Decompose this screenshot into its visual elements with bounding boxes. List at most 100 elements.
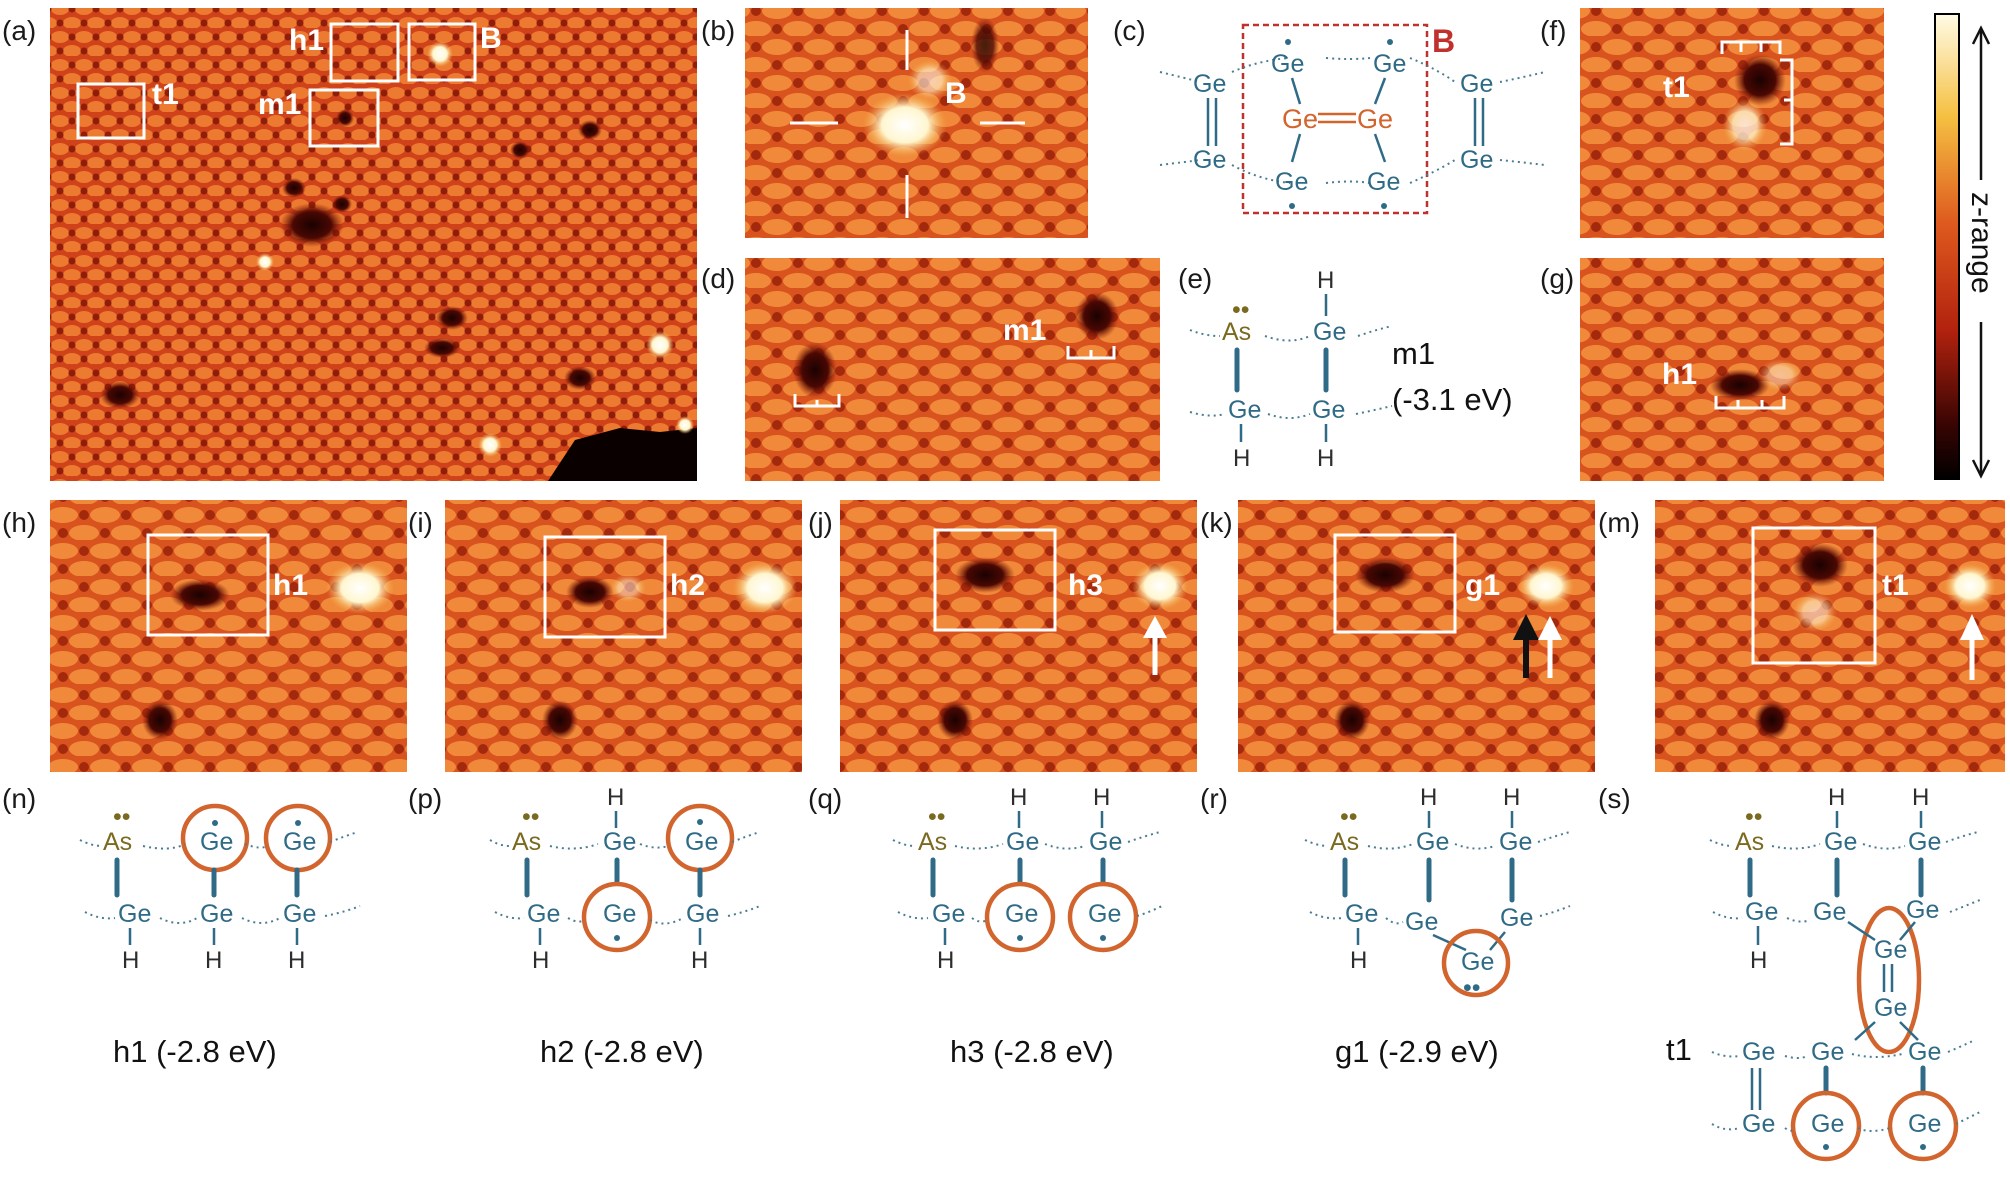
atom-as: As: [1735, 828, 1764, 856]
atom-ge: Ge: [603, 900, 636, 928]
atom-ge: Ge: [1405, 908, 1438, 936]
atom-h: H: [1317, 445, 1334, 472]
lone-pair: ••: [1232, 296, 1250, 324]
atom-ge: Ge: [1271, 50, 1304, 78]
lone-pair: ••: [113, 803, 131, 831]
box-b: [407, 22, 477, 82]
atom-h: H: [532, 947, 549, 974]
panel-g: h1: [1580, 258, 1884, 481]
atom-ge: Ge: [1824, 828, 1857, 856]
atom-ge: Ge: [200, 900, 233, 928]
caption-t1: t1: [1666, 1032, 1692, 1067]
label-m1: m1: [258, 88, 301, 121]
colorbar-label: z-range: [1965, 192, 1998, 294]
lone-pair: ••: [522, 803, 540, 831]
atom-ge: Ge: [1742, 1038, 1775, 1066]
atom-as: As: [1330, 828, 1359, 856]
atom-h: H: [937, 947, 954, 974]
label-t1: t1: [152, 78, 179, 111]
atom-ge: Ge: [1906, 896, 1939, 924]
caption-h3: h3 (-2.8 eV): [950, 1034, 1114, 1069]
lone-pair: ••: [928, 803, 946, 831]
panel-label-m: (m): [1598, 507, 1640, 538]
highlight-ring: [1441, 928, 1511, 998]
atom-h: H: [1420, 784, 1437, 811]
atom-ge: Ge: [1499, 828, 1532, 856]
panel-labels: (a) (b) (c) (f) (d) (e) (g) (h) (i) (j) …: [2, 15, 1640, 814]
panel-label-s: (s): [1598, 783, 1631, 814]
atom-as: As: [1222, 318, 1251, 346]
panel-label-q: (q): [808, 783, 842, 814]
colorbar-gradient: [1934, 13, 1960, 480]
atom-ge: Ge: [1313, 318, 1346, 346]
atom-ge: Ge: [527, 900, 560, 928]
atom-ge: Ge: [1460, 70, 1493, 98]
atom-ge: Ge: [1345, 900, 1378, 928]
atom-ge: Ge: [1088, 900, 1121, 928]
atom-ge: Ge: [932, 900, 965, 928]
atom-h: H: [205, 947, 222, 974]
atom-ge: Ge: [1006, 828, 1039, 856]
atom-h: H: [1828, 784, 1845, 811]
schematic-s: •• As H H Ge Ge Ge Ge Ge H Ge Ge t1 Ge G…: [1666, 784, 1981, 1162]
atom-h: H: [1912, 784, 1929, 811]
panel-label-g: (g): [1540, 263, 1574, 294]
atom-h: H: [1503, 784, 1520, 811]
atom-ge: Ge: [283, 828, 316, 856]
schematic-n: •• As Ge Ge Ge Ge Ge H H H h1 (-2.8 eV): [79, 803, 361, 1069]
atom-ge: Ge: [1813, 898, 1846, 926]
panel-i: h2: [445, 500, 802, 772]
schematic-p: •• As H Ge Ge Ge Ge Ge H H h2 (-2.8 eV): [489, 784, 761, 1069]
atom-ge: Ge: [1745, 898, 1778, 926]
atom-ge: Ge: [1312, 396, 1345, 424]
atom-ge: Ge: [685, 828, 718, 856]
lone-pair: ••: [1340, 803, 1358, 831]
panel-label-i: (i): [408, 507, 433, 538]
atom-h: H: [607, 784, 624, 811]
label-h1-g: h1: [1662, 358, 1697, 391]
atom-ge: Ge: [1811, 1110, 1844, 1138]
atom-ge: Ge: [1228, 396, 1261, 424]
label-b: B: [480, 22, 502, 55]
box-h1: [329, 22, 400, 83]
label-h1: h1: [289, 24, 324, 57]
label-t1-f: t1: [1663, 71, 1690, 104]
atom-ge: Ge: [1373, 50, 1406, 78]
label-m1-d: m1: [1003, 314, 1046, 347]
colorbar: z-range: [1934, 13, 1998, 480]
atom-ge: Ge: [1908, 1110, 1941, 1138]
atom-ge: Ge: [1193, 146, 1226, 174]
panel-label-a: (a): [2, 15, 36, 46]
panel-label-c: (c): [1113, 15, 1146, 46]
atom-ge: Ge: [1193, 70, 1226, 98]
atom-ge: Ge: [1500, 904, 1533, 932]
panel-j: h3: [840, 500, 1197, 772]
highlight-ring: [984, 881, 1056, 953]
panel-b: B: [745, 8, 1088, 238]
atom-ge: Ge: [686, 900, 719, 928]
atom-ge: Ge: [283, 900, 316, 928]
atom-ge: Ge: [1874, 936, 1907, 964]
highlight-ring: [581, 881, 653, 953]
m1-energy: (-3.1 eV): [1392, 382, 1513, 417]
lone-pair: ••: [1463, 974, 1481, 1002]
label-c-b: B: [1432, 23, 1455, 59]
panel-f: t1: [1580, 8, 1884, 238]
atom-ge: Ge: [1275, 168, 1308, 196]
b-dashed-box: [1241, 23, 1429, 215]
atom-ge: Ge: [1089, 828, 1122, 856]
highlight-ring: [1790, 1090, 1862, 1162]
panel-d: m1: [745, 258, 1160, 481]
panel-label-n: (n): [2, 783, 36, 814]
label-b-panel: B: [945, 77, 967, 110]
panel-label-j: (j): [808, 507, 833, 538]
panel-label-k: (k): [1200, 507, 1233, 538]
atom-ge: Ge: [200, 828, 233, 856]
atom-ge: Ge: [1742, 1110, 1775, 1138]
atom-h: H: [1010, 784, 1027, 811]
stm-image-g: [1580, 258, 1884, 481]
atom-ge: Ge: [1367, 168, 1400, 196]
panel-c: B Ge Ge Ge Ge Ge Ge Ge Ge Ge Ge: [1159, 23, 1546, 215]
atom-ge-orange: Ge: [1282, 104, 1318, 134]
